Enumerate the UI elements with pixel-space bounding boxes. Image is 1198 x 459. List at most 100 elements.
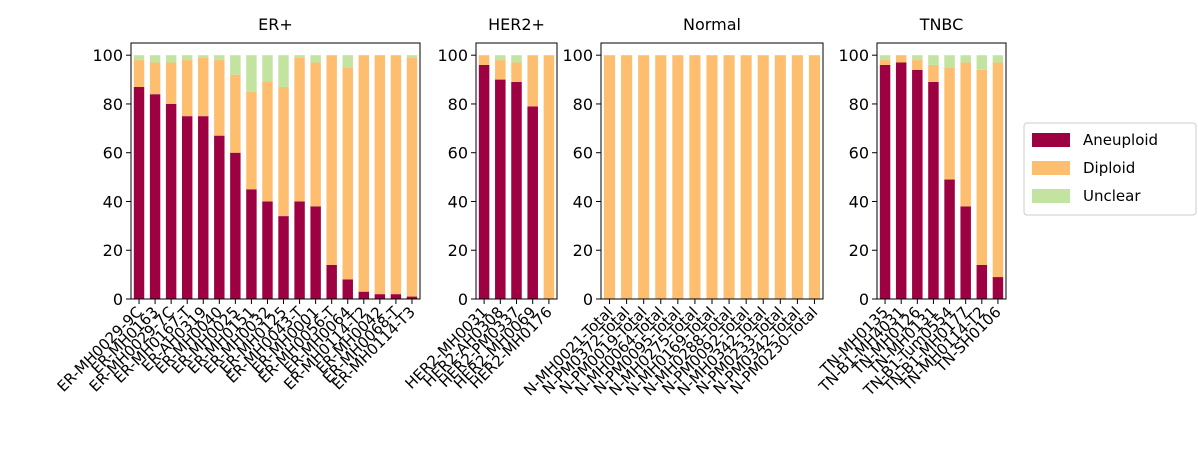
bar-segment — [230, 152, 241, 299]
bar-segment — [246, 91, 257, 190]
bar-segment — [495, 79, 506, 299]
bar-segment — [960, 62, 971, 207]
bar-segment — [406, 57, 418, 297]
bar-segment — [621, 55, 633, 299]
bar-segment — [495, 60, 506, 80]
bar-segment — [181, 60, 193, 117]
legend-label: Aneuploid — [1083, 131, 1158, 149]
panel-title: TNBC — [919, 15, 964, 34]
bar-segment — [757, 55, 769, 299]
bar-segment — [511, 62, 522, 83]
bar-segment — [495, 55, 506, 61]
bar-segment — [358, 55, 370, 292]
bar-segment — [374, 294, 386, 299]
bar-segment — [912, 60, 923, 70]
bar-segment — [374, 55, 386, 295]
bar-segment — [326, 264, 337, 299]
bar-segment — [310, 55, 321, 63]
bar-segment — [912, 69, 923, 299]
y-tick-label: 40 — [849, 192, 869, 211]
bar-segment — [342, 67, 353, 280]
y-tick-label: 60 — [849, 144, 869, 163]
legend-label: Unclear — [1083, 187, 1141, 205]
y-tick-label: 0 — [583, 290, 593, 309]
bar-segment — [976, 69, 988, 265]
y-tick-label: 40 — [103, 192, 123, 211]
y-tick-label: 0 — [859, 290, 869, 309]
axes-frame — [475, 42, 558, 300]
bar-segment — [149, 55, 161, 63]
bar-segment — [944, 179, 955, 299]
bar-segment — [198, 116, 209, 300]
panel: HER2-MH0031HER2-AH0308HER2-PM0337HER2-MH… — [401, 15, 558, 393]
bar-segment — [294, 55, 305, 58]
panel: N-MH0021-TotalN-PM0372-TotalN-PM0019-Tot… — [520, 15, 824, 399]
bar-segment — [246, 189, 257, 299]
legend: Aneuploid Diploid Unclear — [1023, 122, 1197, 216]
bar-segment — [478, 64, 490, 299]
bar-segment — [165, 55, 177, 63]
bar-segment — [723, 55, 735, 299]
y-tick-label: 100 — [92, 46, 123, 65]
panel-title: Normal — [683, 15, 741, 34]
bar-segment — [672, 55, 684, 299]
y-tick-label: 80 — [849, 95, 869, 114]
y-tick-label: 60 — [448, 144, 468, 163]
panel-title: HER2+ — [488, 15, 545, 34]
bar-segment — [511, 82, 522, 299]
bar-segment — [246, 55, 257, 92]
bar-segment — [262, 201, 273, 299]
bar-segment — [791, 55, 803, 299]
bar-segment — [214, 135, 225, 299]
bar-segment — [133, 55, 145, 61]
bar-segment — [358, 291, 370, 299]
y-tick-label: 20 — [573, 241, 593, 260]
bar-segment — [165, 62, 177, 104]
bar-segment — [214, 55, 225, 61]
bar-segment — [294, 201, 305, 299]
y-tick-label: 100 — [562, 46, 593, 65]
bar-segment — [342, 55, 353, 68]
bar-segment — [149, 94, 161, 299]
bar-segment — [230, 55, 241, 75]
bar-segment — [928, 64, 939, 83]
bar-segment — [198, 55, 209, 58]
axes-frame — [600, 42, 824, 300]
bar-segment — [912, 55, 923, 61]
panel: ER-MH0029-9CER-MH0163ER-MH0029-7CER-MH01… — [54, 15, 421, 395]
bar-segment — [960, 55, 971, 63]
legend-label: Diploid — [1083, 159, 1135, 177]
axes-frame — [130, 42, 421, 300]
bar-segment — [406, 296, 418, 299]
y-tick-label: 20 — [849, 241, 869, 260]
bar-segment — [310, 206, 321, 299]
y-tick-label: 0 — [458, 290, 468, 309]
bar-segment — [689, 55, 701, 299]
bar-segment — [543, 55, 555, 299]
bar-segment — [976, 55, 988, 70]
bar-segment — [149, 62, 161, 95]
bar-segment — [992, 277, 1004, 299]
y-tick-label: 20 — [103, 241, 123, 260]
legend-swatch — [1032, 189, 1070, 203]
bar-segment — [706, 55, 718, 299]
bar-segment — [879, 64, 891, 299]
bar-segment — [262, 55, 273, 83]
y-tick-label: 40 — [448, 192, 468, 211]
y-tick-label: 100 — [437, 46, 468, 65]
bar-segment — [511, 55, 522, 63]
bar-segment — [133, 60, 145, 87]
y-tick-label: 80 — [448, 95, 468, 114]
bar-segment — [895, 62, 907, 299]
panel-title: ER+ — [258, 15, 293, 34]
bar-segment — [230, 74, 241, 153]
bar-segment — [928, 55, 939, 65]
bar-segment — [944, 55, 955, 68]
bar-segment — [278, 55, 289, 87]
y-tick-label: 0 — [113, 290, 123, 309]
bar-segment — [390, 294, 402, 299]
bar-segment — [774, 55, 786, 299]
panel: TN-MH0135TN-B1-MH4031TN-MH0126TN-MH0131T… — [815, 15, 1007, 400]
bar-segment — [992, 55, 1004, 63]
